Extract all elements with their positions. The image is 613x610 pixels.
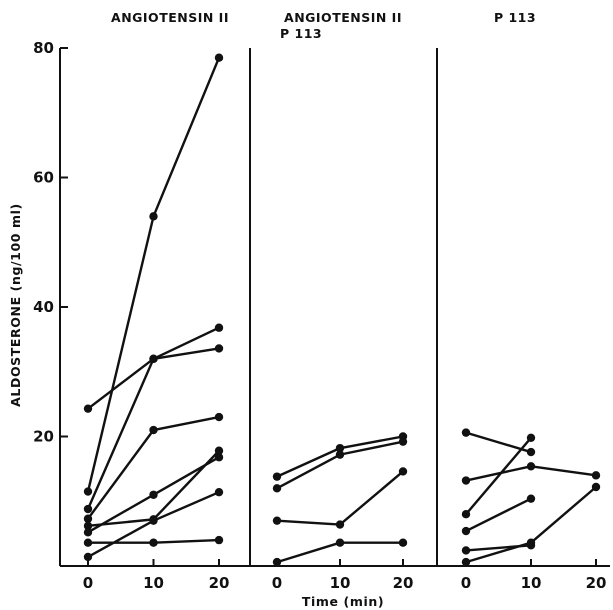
panel-3-series-5-point-1 — [461, 546, 471, 555]
panel-2-series-3-point-3 — [398, 467, 408, 476]
panel-1-series-5-point-3 — [214, 446, 224, 455]
y-axis-label: ALDOSTERONE (ng/100 ml) — [8, 203, 23, 407]
panel-2-series-2-point-3 — [398, 437, 408, 446]
panel-3-series-2-point-2 — [526, 462, 536, 471]
y-tick-label-80: 80 — [33, 39, 54, 57]
panel-1-series-4-point-1 — [83, 514, 93, 523]
x-tick-label-p3-20: 20 — [586, 574, 607, 592]
panel-3-series-6-point-3 — [591, 482, 601, 492]
panel-1-series-3-point-1 — [83, 504, 93, 514]
x-tick-label-p3-10: 10 — [521, 574, 542, 592]
panel-1-series-6-point-1 — [83, 528, 93, 537]
panel-1-series-1-point-2 — [149, 212, 158, 221]
x-tick-label-p1-10: 10 — [143, 574, 164, 592]
panel-2-series-1-point-2 — [335, 443, 345, 453]
panel-2-title-line-2: P 113 — [280, 26, 322, 41]
y-tick-label-60: 60 — [33, 169, 54, 187]
x-tick-label-p3-0: 0 — [461, 574, 471, 592]
y-tick-label-20: 20 — [33, 428, 54, 446]
panel-1-series-4-point-2 — [149, 425, 158, 435]
panel-3-series-2-point-1 — [461, 476, 471, 485]
panel-3-series-2-point-3 — [591, 471, 601, 480]
panel-1-series-8-point-1 — [83, 552, 93, 562]
y-tick-label-40: 40 — [33, 298, 54, 316]
panel-2: ANGIOTENSIN IIP 113 — [272, 10, 408, 567]
panel-1-series-3-point-2 — [149, 354, 158, 363]
panel-1-series-2-point-3 — [214, 344, 224, 353]
panel-2-series-3-point-2 — [335, 520, 345, 529]
panel-1-series-5-point-1 — [83, 521, 93, 531]
x-axis-label: Time (min) — [302, 594, 384, 609]
panel-1-series-7-point-2 — [149, 538, 158, 547]
panel-1-series-6-point-3 — [214, 453, 224, 462]
panel-3-series-1-point-2 — [526, 447, 536, 457]
x-tick-label-p2-10: 10 — [330, 574, 351, 592]
panel-1-series-3-point-3 — [214, 323, 224, 332]
panel-2-series-3-point-1 — [272, 516, 282, 525]
panel-3-series-6-point-1 — [461, 557, 471, 567]
panel-3-series-4-line — [464, 497, 533, 533]
panel-1-series-1-point-3 — [214, 53, 224, 62]
panel-3-series-3-point-2 — [526, 433, 536, 442]
panel-2-series-2-point-2 — [335, 450, 345, 459]
panel-3-series-4-point-2 — [526, 494, 536, 503]
panel-2-series-4-point-3 — [398, 538, 408, 547]
panel-1-series-1-point-1 — [83, 487, 93, 496]
panel-2-title-line-1: ANGIOTENSIN II — [284, 10, 402, 25]
panel-3-title-line-1: P 113 — [494, 10, 536, 25]
panel-2-series-1-point-1 — [272, 472, 282, 481]
panel-1-series-2-point-1 — [83, 404, 93, 413]
panel-3-series-3-line — [464, 436, 533, 516]
panel-2-series-4-point-2 — [335, 538, 345, 547]
panel-3-series-4-point-1 — [461, 526, 471, 536]
panel-1-series-4-point-3 — [214, 412, 224, 422]
axes-layer: 20 40 60 80 0 10 20 0 10 20 0 10 20 — [33, 39, 610, 592]
panel-2-series-2-point-1 — [272, 484, 282, 493]
panel-1: ANGIOTENSIN II — [83, 10, 229, 562]
panel-2-series-4-point-1 — [272, 557, 282, 567]
x-tick-label-p1-20: 20 — [209, 574, 230, 592]
panel-1-series-8-point-3 — [214, 487, 224, 497]
panel-1-series-7-point-1 — [83, 538, 93, 547]
panel-3-series-6-point-2 — [526, 538, 536, 547]
panel-1-title-line-1: ANGIOTENSIN II — [111, 10, 229, 25]
panel-1-series-6-point-2 — [149, 490, 158, 499]
panel-1-series-8-point-2 — [149, 516, 158, 525]
x-tick-label-p2-20: 20 — [393, 574, 414, 592]
x-tick-label-p1-0: 0 — [83, 574, 93, 592]
panel-3-series-1-point-1 — [461, 428, 471, 437]
panel-3: P 113 — [461, 10, 601, 567]
x-tick-label-p2-0: 0 — [272, 574, 282, 592]
panel-3-series-3-point-1 — [461, 510, 471, 519]
panel-1-series-7-point-3 — [214, 535, 224, 545]
